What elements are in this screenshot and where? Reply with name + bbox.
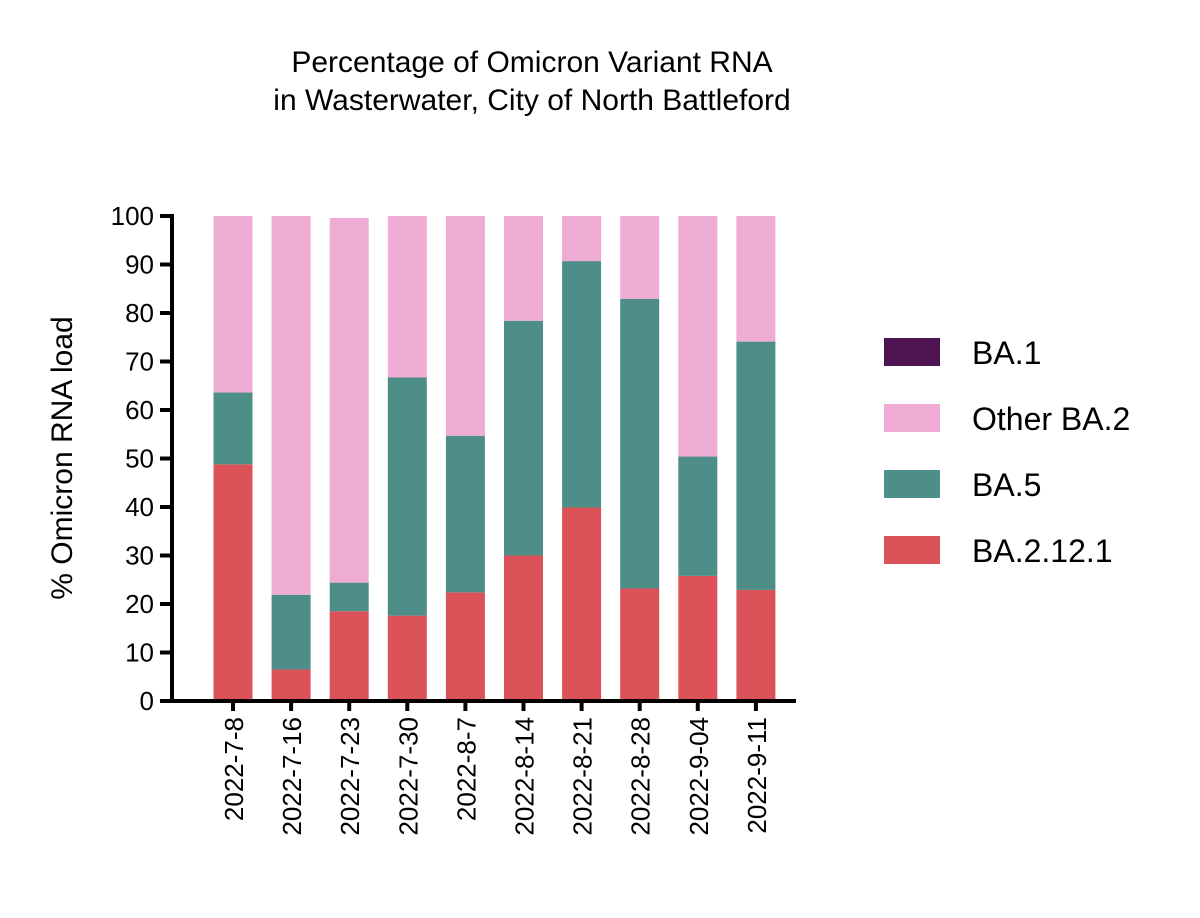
bar-segment-other-ba-2 — [620, 216, 660, 299]
bar-segment-ba-2-12-1 — [620, 588, 660, 701]
y-axis-label: % Omicron RNA load — [46, 316, 79, 599]
bar-segment-ba-2-12-1 — [504, 555, 543, 701]
bar-segment-ba-2-12-1 — [678, 575, 718, 701]
bar-segment-ba-2-12-1 — [387, 615, 427, 701]
bar-segment-ba-5 — [213, 392, 253, 465]
x-tick-label: 2022-7-8 — [219, 717, 249, 821]
x-tick-label: 2022-7-30 — [393, 717, 423, 836]
bar-segment-ba-5 — [504, 320, 543, 556]
legend-label: BA.2.12.1 — [972, 533, 1113, 569]
bar-segment-ba-2-12-1 — [736, 589, 776, 701]
bar-segment-other-ba-2 — [329, 217, 369, 583]
legend-swatch — [884, 404, 940, 432]
bar-segment-ba-5 — [620, 298, 660, 589]
legend: BA.1 Other BA.2 BA.5 BA.2.12.1 — [884, 335, 1130, 569]
x-tick-label: 2022-9-04 — [684, 717, 714, 836]
bars-layer — [213, 216, 776, 701]
bar-segment-other-ba-2 — [562, 216, 602, 262]
bar-segment-ba-5 — [736, 341, 776, 590]
y-tick-label: 70 — [125, 347, 154, 377]
bar-segment-ba-5 — [387, 377, 427, 616]
bar-segment-other-ba-2 — [736, 216, 776, 342]
bar-segment-ba-2-12-1 — [329, 611, 369, 701]
y-tick-label: 0 — [140, 686, 154, 716]
bar-segment-ba-5 — [562, 261, 602, 508]
x-tick-label: 2022-8-21 — [568, 717, 598, 836]
bar-segment-ba-5 — [678, 456, 718, 576]
y-tick-label: 80 — [125, 298, 154, 328]
legend-label: BA.5 — [972, 467, 1041, 503]
chart-title-line-2: in Wasterwater, City of North Battleford — [273, 84, 790, 117]
axes-layer: 2022-7-8 2022-7-16 2022-7-23 2022-7-30 2022-… — [111, 201, 796, 836]
legend-label: Other BA.2 — [972, 401, 1130, 437]
bar-segment-ba-2-12-1 — [271, 669, 311, 701]
bar-segment-ba-5 — [329, 582, 369, 612]
legend-swatch — [884, 470, 940, 498]
y-tick-label: 90 — [125, 250, 154, 280]
y-tick-label: 10 — [125, 638, 154, 668]
y-tick-label: 40 — [125, 492, 154, 522]
bar-segment-other-ba-2 — [271, 216, 311, 595]
legend-swatch — [884, 536, 940, 564]
y-tick-label: 20 — [125, 589, 154, 619]
bar-segment-other-ba-2 — [387, 216, 427, 378]
y-tick-label: 30 — [125, 541, 154, 571]
x-tick-label: 2022-8-28 — [626, 717, 656, 836]
x-tick-label: 2022-8-7 — [451, 717, 481, 821]
y-tick-label: 50 — [125, 444, 154, 474]
x-tick-label: 2022-9-11 — [742, 717, 772, 834]
x-tick-label: 2022-7-16 — [277, 717, 307, 836]
y-tick-label: 100 — [111, 201, 154, 231]
bar-segment-ba-2-12-1 — [562, 507, 602, 701]
chart-title-line-1: Percentage of Omicron Variant RNA — [291, 46, 772, 79]
bar-segment-ba-5 — [445, 435, 485, 593]
bar-segment-other-ba-2 — [678, 216, 718, 457]
bar-segment-other-ba-2 — [213, 216, 253, 393]
legend-swatch — [884, 338, 940, 366]
x-tick-label: 2022-7-23 — [335, 717, 365, 836]
legend-label: BA.1 — [972, 335, 1041, 371]
bar-segment-ba-2-12-1 — [445, 592, 485, 701]
bar-segment-ba-2-12-1 — [213, 464, 253, 701]
bar-segment-ba-5 — [271, 594, 311, 670]
bar-segment-other-ba-2 — [445, 216, 485, 436]
bar-segment-other-ba-2 — [504, 216, 543, 321]
x-tick-label: 2022-8-14 — [510, 717, 540, 836]
y-tick-label: 60 — [125, 395, 154, 425]
